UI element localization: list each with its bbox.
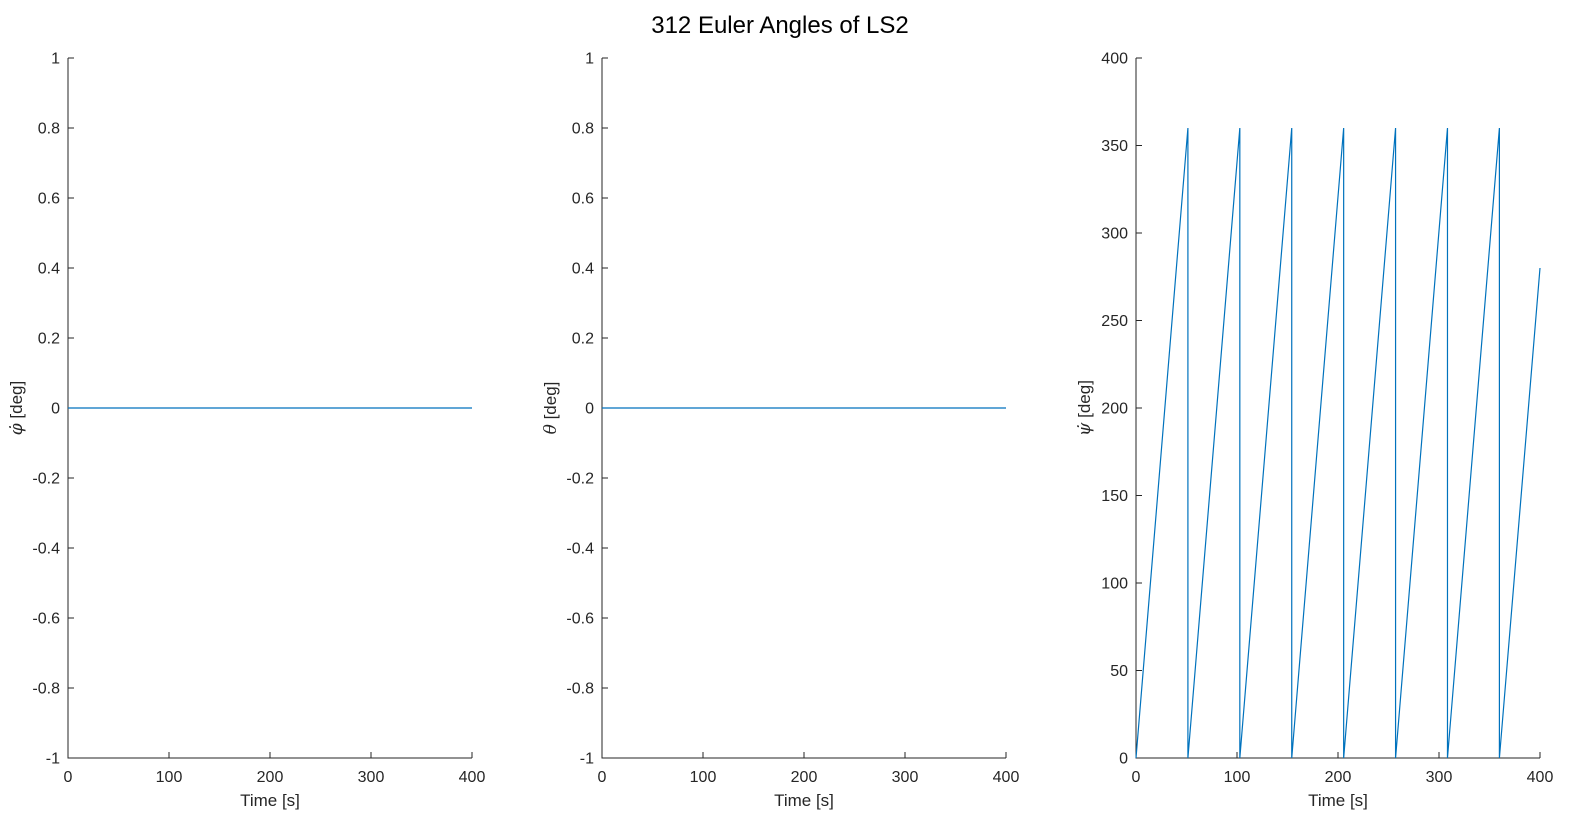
x-tick-label: 100 <box>690 769 717 786</box>
y-axis-unit: [deg] <box>7 381 26 424</box>
x-axis-label: Time [s] <box>774 791 834 810</box>
y-tick-label: 400 <box>1101 51 1128 68</box>
y-tick-label: -0.4 <box>32 541 60 558</box>
x-tick-label: 200 <box>791 769 818 786</box>
y-tick-label: 0.2 <box>38 331 60 348</box>
y-axis-unit: [deg] <box>1075 380 1094 423</box>
y-tick-label: 300 <box>1101 226 1128 243</box>
y-tick-label: 350 <box>1101 138 1128 155</box>
y-tick-label: 0.8 <box>572 121 594 138</box>
y-axis-label: ψ̇ [deg] <box>1075 380 1095 436</box>
y-tick-label: 0.4 <box>38 261 60 278</box>
y-tick-label: 1 <box>51 51 60 68</box>
y-tick-label: 250 <box>1101 313 1128 330</box>
subplot-2: 0 100 200 300 400 -1 -0.8 -0.6 -0.4 -0.2 0 0.2 0.4 0.… <box>541 51 1019 811</box>
y-axis-symbol: ψ̇ <box>1075 422 1095 436</box>
y-tick-label: 0 <box>1119 751 1128 768</box>
y-tick-label: -1 <box>46 751 60 768</box>
x-axis-label: Time [s] <box>1308 791 1368 810</box>
y-tick-label: -0.6 <box>566 611 594 628</box>
series-line-1 <box>1136 128 1540 758</box>
x-tick-label: 100 <box>1224 769 1251 786</box>
y-tick-label: -0.2 <box>32 471 60 488</box>
y-tick-label: 1 <box>585 51 594 68</box>
y-axis-label: θ [deg] <box>541 382 561 435</box>
x-tick-label: 100 <box>156 769 183 786</box>
subplot-1: 0 100 200 300 400 -1 -0.8 -0.6 -0.4 -0.2 0 0.2 0.4 0.… <box>7 51 485 811</box>
x-tick-label: 0 <box>64 769 73 786</box>
x-tick-label: 0 <box>598 769 607 786</box>
x-tick-label: 300 <box>892 769 919 786</box>
x-tick-label: 400 <box>459 769 486 786</box>
y-tick-label: -0.4 <box>566 541 594 558</box>
x-tick-label: 300 <box>358 769 385 786</box>
y-axis-symbol: φ̇ <box>7 423 27 435</box>
figure-title: 312 Euler Angles of LS2 <box>651 12 909 39</box>
y-tick-label: -1 <box>580 751 594 768</box>
y-tick-label: 200 <box>1101 401 1128 418</box>
y-tick-label: -0.8 <box>566 681 594 698</box>
y-tick-label: 0 <box>51 401 60 418</box>
y-tick-label: 0.8 <box>38 121 60 138</box>
subplot-3: 0 100 200 300 400 0 50 100 150 200 250 300 350 400 Tim… <box>1075 51 1553 811</box>
y-tick-label: 100 <box>1101 576 1128 593</box>
y-tick-label: -0.8 <box>32 681 60 698</box>
y-tick-label: -0.6 <box>32 611 60 628</box>
y-tick-label: 0.6 <box>572 191 594 208</box>
y-axis-symbol: θ <box>541 424 561 434</box>
y-axis-label: φ̇ [deg] <box>7 381 27 435</box>
x-tick-label: 300 <box>1426 769 1453 786</box>
y-tick-label: -0.2 <box>566 471 594 488</box>
subplots: 0 100 200 300 400-1-0.8-0.6-0.4-0.200.20.40.… <box>7 51 1553 811</box>
x-tick-label: 200 <box>1325 769 1352 786</box>
y-tick-label: 150 <box>1101 488 1128 505</box>
y-tick-label: 0.6 <box>38 191 60 208</box>
y-tick-label: 50 <box>1110 663 1128 680</box>
x-tick-label: 400 <box>1527 769 1554 786</box>
x-axis-label: Time [s] <box>240 791 300 810</box>
x-tick-label: 200 <box>257 769 284 786</box>
x-tick-label: 400 <box>993 769 1020 786</box>
y-tick-label: 0 <box>585 401 594 418</box>
y-tick-label: 0.2 <box>572 331 594 348</box>
x-tick-label: 0 <box>1132 769 1141 786</box>
y-axis-unit: [deg] <box>541 382 560 425</box>
y-tick-label: 0.4 <box>572 261 594 278</box>
